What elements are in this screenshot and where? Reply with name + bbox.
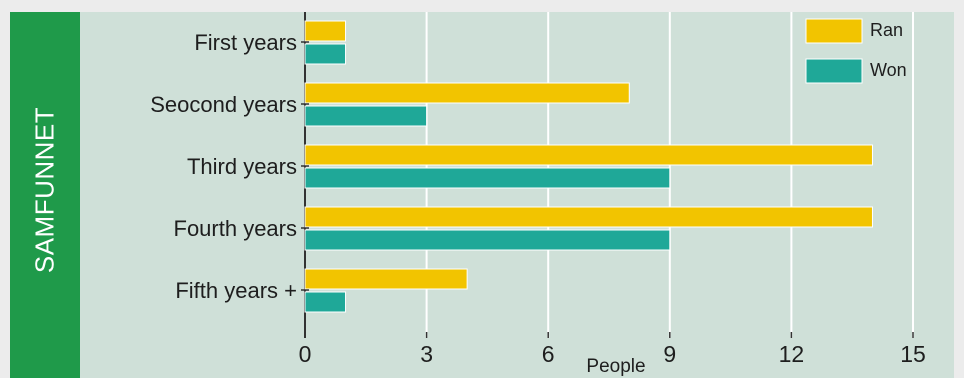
legend-swatch-ran — [805, 18, 863, 44]
category-label: First years — [194, 30, 297, 55]
x-tick-label: 3 — [420, 341, 433, 367]
bar-ran — [304, 268, 468, 290]
bar-won — [304, 229, 671, 251]
legend-label: Ran — [870, 20, 903, 40]
bar-ran — [304, 144, 873, 166]
category-label: Third years — [187, 154, 297, 179]
bar-won — [304, 105, 428, 127]
bar-won — [304, 291, 347, 313]
bar-ran — [304, 206, 873, 228]
category-label: Seocond years — [150, 92, 297, 117]
category-label: Fifth years + — [175, 278, 297, 303]
legend-label: Won — [870, 60, 907, 80]
bar-won — [304, 43, 347, 65]
x-tick-label: 0 — [299, 341, 312, 367]
bar-won — [304, 167, 671, 189]
bar-ran — [304, 20, 347, 42]
category-label: Fourth years — [174, 216, 298, 241]
x-tick-label: 9 — [663, 341, 676, 367]
x-axis-label: People — [586, 356, 645, 377]
bar-ran — [304, 82, 630, 104]
x-tick-label: 15 — [900, 341, 926, 367]
x-tick-label: 6 — [542, 341, 555, 367]
legend-swatch-won — [805, 58, 863, 84]
x-tick-label: 12 — [779, 341, 805, 367]
side-band — [10, 12, 80, 378]
